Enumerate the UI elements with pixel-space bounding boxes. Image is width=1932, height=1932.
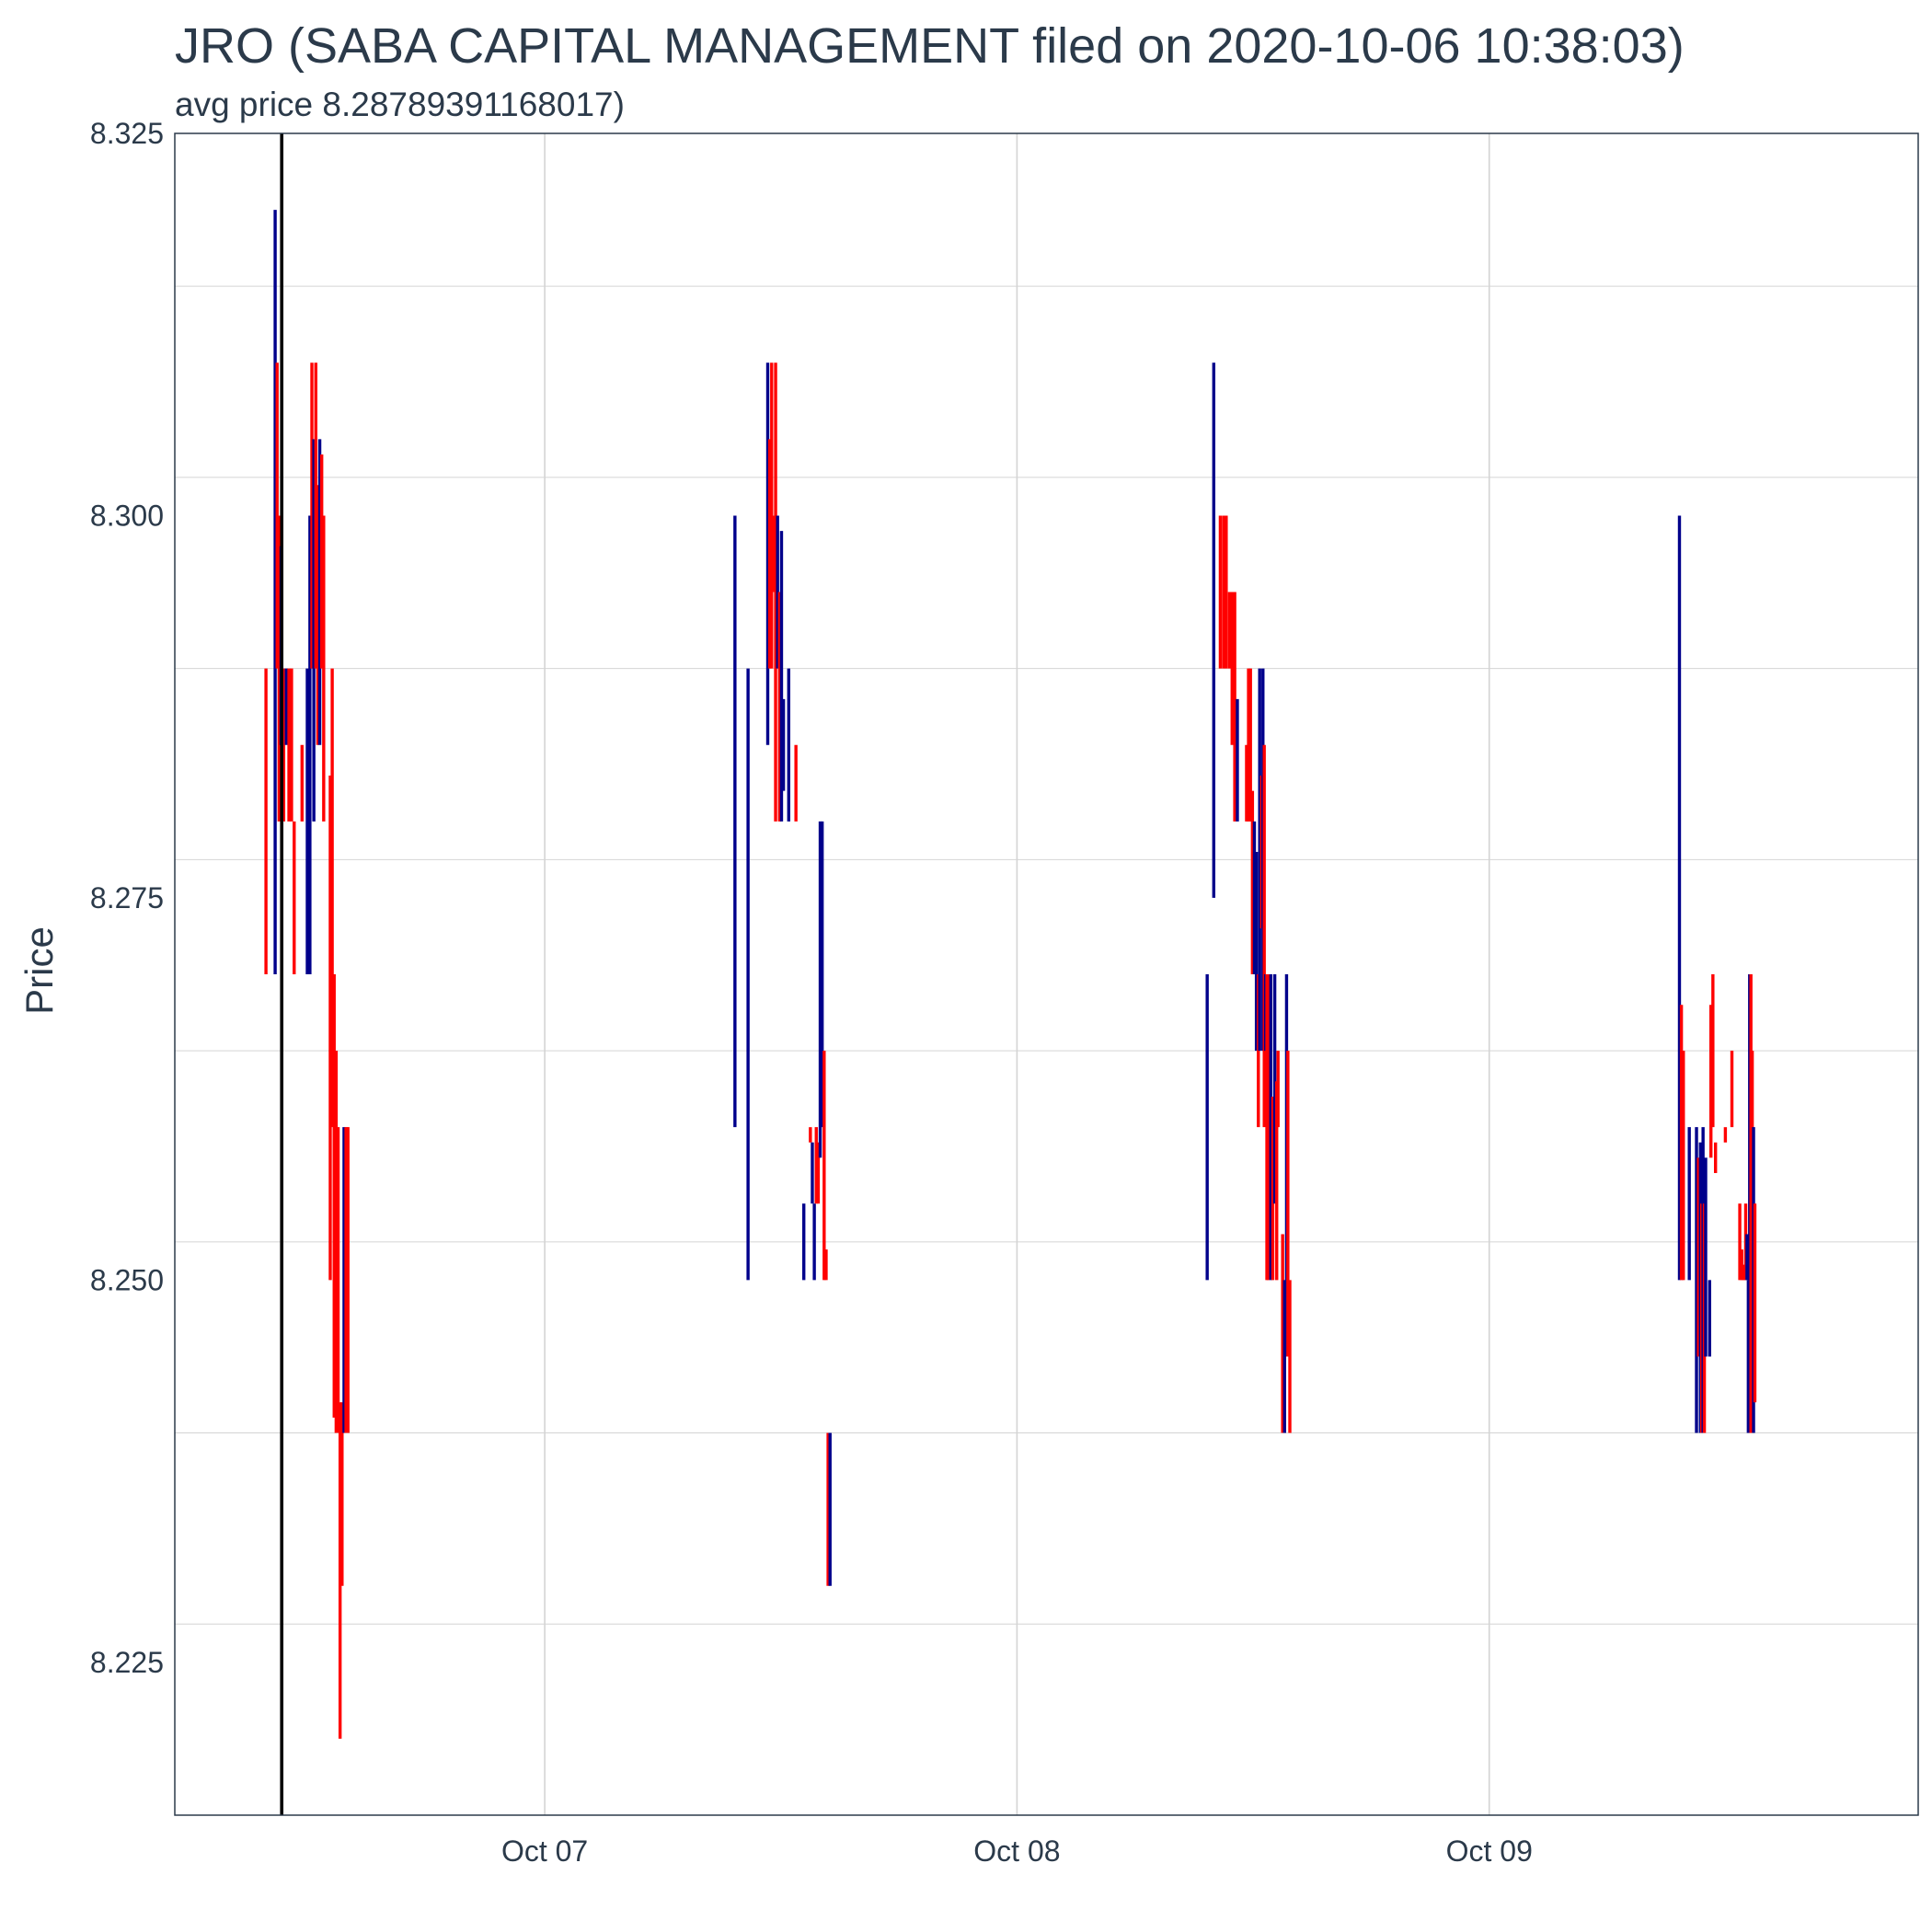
chart-title: JRO (SABA CAPITAL MANAGEMENT filed on 20… bbox=[175, 18, 1685, 74]
y-tick-label: 8.325 bbox=[90, 117, 164, 150]
y-tick-label: 8.250 bbox=[90, 1263, 164, 1296]
chart-subtitle: avg price 8.28789391168017) bbox=[175, 86, 625, 123]
axis-ticks: 8.225 8.250 8.275 8.300 8.325 Oct 07 Oct 08 Oct… bbox=[90, 117, 1533, 1868]
x-tick-label: Oct 07 bbox=[501, 1834, 588, 1868]
price-bars bbox=[264, 210, 1757, 1739]
x-tick-label: Oct 09 bbox=[1446, 1834, 1533, 1868]
y-tick-label: 8.300 bbox=[90, 499, 164, 532]
y-axis-title: Price bbox=[17, 926, 61, 1015]
grid-lines bbox=[175, 133, 1918, 1816]
plot-frame bbox=[174, 132, 1919, 1816]
y-tick-label: 8.225 bbox=[90, 1646, 164, 1679]
x-tick-label: Oct 08 bbox=[973, 1834, 1060, 1868]
y-tick-label: 8.275 bbox=[90, 881, 164, 914]
